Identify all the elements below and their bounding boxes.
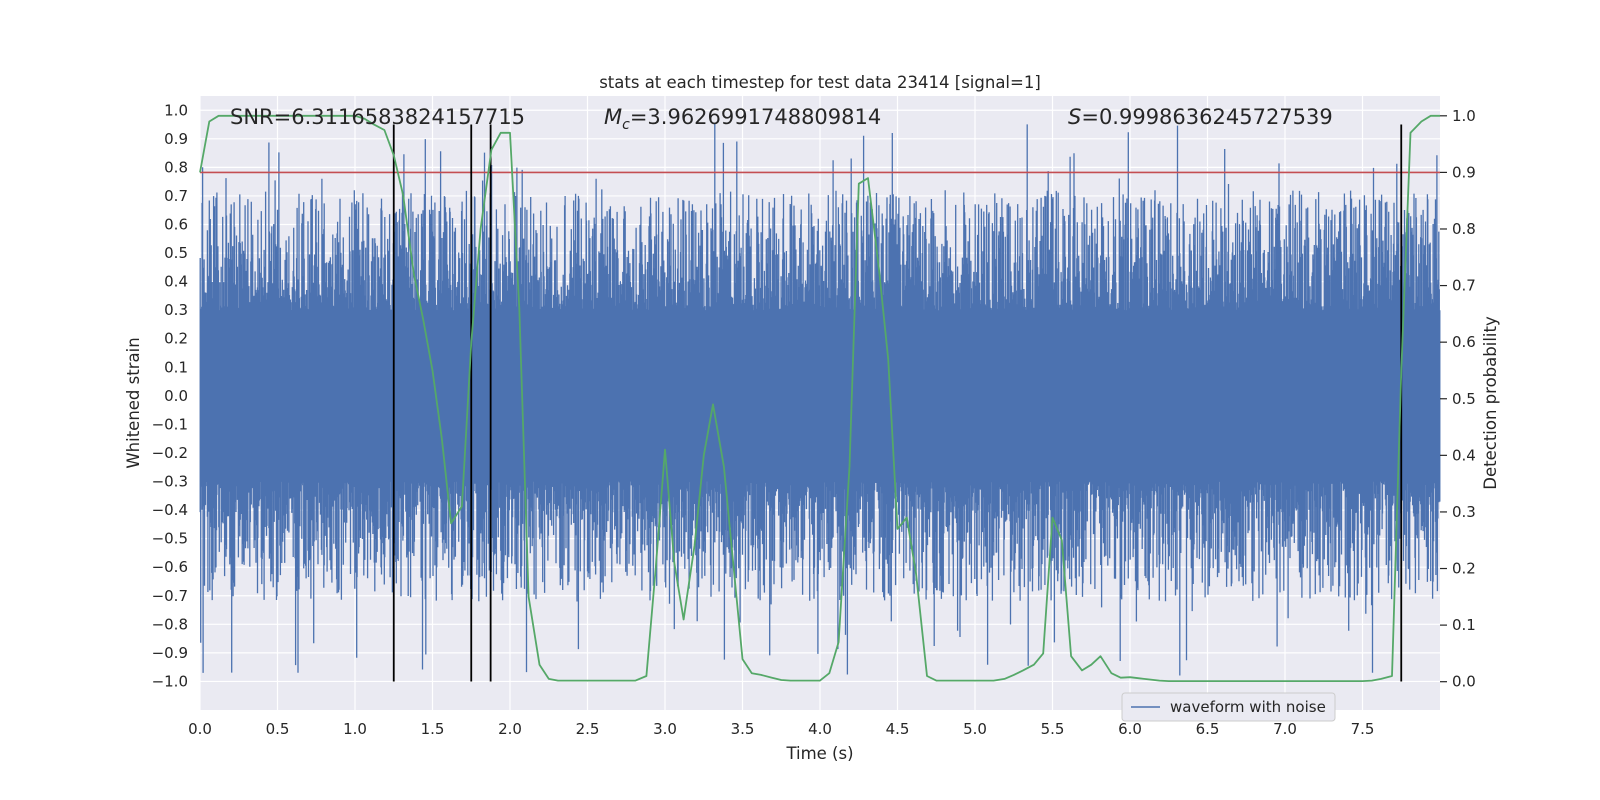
y-tick-label: −0.6 bbox=[152, 558, 188, 576]
y2-tick-label: 0.4 bbox=[1452, 446, 1476, 464]
x-tick-label: 4.5 bbox=[886, 720, 910, 738]
x-tick-label: 2.0 bbox=[498, 720, 522, 738]
chart-title: stats at each timestep for test data 234… bbox=[599, 73, 1041, 92]
y2-tick-label: 0.7 bbox=[1452, 277, 1476, 295]
y2-tick-label: 0.3 bbox=[1452, 503, 1476, 521]
detection-probability-line bbox=[199, 114, 1440, 682]
x-axis-ticks: 0.0 0.5 1.0 1.5 2.0 2.5 3.0 3.5 4.0 4.5 5.0 5.5 6.0 6… bbox=[188, 720, 1374, 738]
y-tick-label: −0.3 bbox=[152, 473, 188, 491]
x-tick-label: 1.0 bbox=[343, 720, 367, 738]
y-tick-label: 0.3 bbox=[164, 301, 188, 319]
y2-tick-label: 0.1 bbox=[1452, 616, 1476, 634]
y-tick-label: −0.5 bbox=[152, 530, 188, 548]
y-tick-label: −1.0 bbox=[152, 672, 188, 690]
x-tick-label: 4.0 bbox=[808, 720, 832, 738]
y-tick-label: −0.1 bbox=[152, 415, 188, 433]
y2-tick-label: 0.2 bbox=[1452, 560, 1476, 578]
score-symbol: S bbox=[1068, 105, 1081, 129]
snr-annotation: SNR=6.3116583824157715 bbox=[230, 105, 525, 129]
x-tick-label: 3.5 bbox=[731, 720, 755, 738]
y2-tick-label: 0.8 bbox=[1452, 220, 1476, 238]
x-tick-label: 6.0 bbox=[1118, 720, 1142, 738]
y-tick-label: 0.7 bbox=[164, 187, 188, 205]
x-tick-label: 0.0 bbox=[188, 720, 212, 738]
chirp-mass-subscript: c bbox=[622, 117, 630, 133]
x-tick-label: 6.5 bbox=[1196, 720, 1220, 738]
x-axis-label: Time (s) bbox=[785, 744, 853, 763]
y-tick-label: 1.0 bbox=[164, 101, 188, 119]
chirp-mass-value: =3.9626991748809814 bbox=[630, 105, 881, 129]
legend-label-waveform: waveform with noise bbox=[1170, 698, 1326, 716]
x-tick-label: 1.5 bbox=[421, 720, 445, 738]
score-value: =0.9998636245727539 bbox=[1081, 105, 1332, 129]
legend: waveform with noise bbox=[1121, 692, 1336, 722]
y-axis-ticks: 1.0 0.9 0.8 0.7 0.6 0.5 0.4 0.3 0.2 0.1 0.0 −0.1 −0.… bbox=[152, 101, 188, 690]
y-tick-label: 0.5 bbox=[164, 244, 188, 262]
y2-tick-label: 0.6 bbox=[1452, 333, 1476, 351]
y-tick-label: −0.7 bbox=[152, 587, 188, 605]
y-tick-label: 0.0 bbox=[164, 387, 188, 405]
y2-axis-ticks: 1.0 0.9 0.8 0.7 0.6 0.5 0.4 0.3 0.2 0.1 0.0 bbox=[1440, 107, 1476, 691]
y-tick-label: 0.9 bbox=[164, 130, 188, 148]
chirp-mass-symbol: M bbox=[604, 105, 622, 129]
detection-probability-series bbox=[199, 114, 1440, 682]
y2-tick-label: 0.5 bbox=[1452, 390, 1476, 408]
y-tick-label: −0.8 bbox=[152, 615, 188, 633]
x-tick-label: 7.0 bbox=[1273, 720, 1297, 738]
y-tick-label: 0.4 bbox=[164, 273, 188, 291]
waveform-core bbox=[200, 318, 1440, 473]
x-tick-label: 0.5 bbox=[266, 720, 290, 738]
y-tick-label: 0.1 bbox=[164, 358, 188, 376]
y-tick-label: 0.2 bbox=[164, 330, 188, 348]
y2-tick-label: 0.9 bbox=[1452, 163, 1476, 181]
y2-axis-label: Detection probability bbox=[1481, 316, 1500, 490]
vertical-markers bbox=[392, 124, 1403, 682]
x-tick-label: 7.5 bbox=[1351, 720, 1375, 738]
waveform-series bbox=[199, 123, 1441, 676]
x-tick-label: 5.5 bbox=[1041, 720, 1065, 738]
y-axis-label: Whitened strain bbox=[124, 337, 143, 468]
y-tick-label: 0.8 bbox=[164, 158, 188, 176]
chirp-mass-annotation: Mc=3.9626991748809814 bbox=[604, 105, 881, 133]
y-tick-label: −0.4 bbox=[152, 501, 188, 519]
y-tick-label: 0.6 bbox=[164, 216, 188, 234]
y2-tick-label: 0.0 bbox=[1452, 673, 1476, 691]
x-tick-label: 2.5 bbox=[576, 720, 600, 738]
legend-box bbox=[1121, 692, 1336, 722]
x-tick-label: 3.0 bbox=[653, 720, 677, 738]
y-tick-label: −0.2 bbox=[152, 444, 188, 462]
x-tick-label: 5.0 bbox=[963, 720, 987, 738]
y2-tick-label: 1.0 bbox=[1452, 107, 1476, 125]
score-annotation: S=0.9998636245727539 bbox=[1068, 105, 1333, 129]
y-tick-label: −0.9 bbox=[152, 644, 188, 662]
